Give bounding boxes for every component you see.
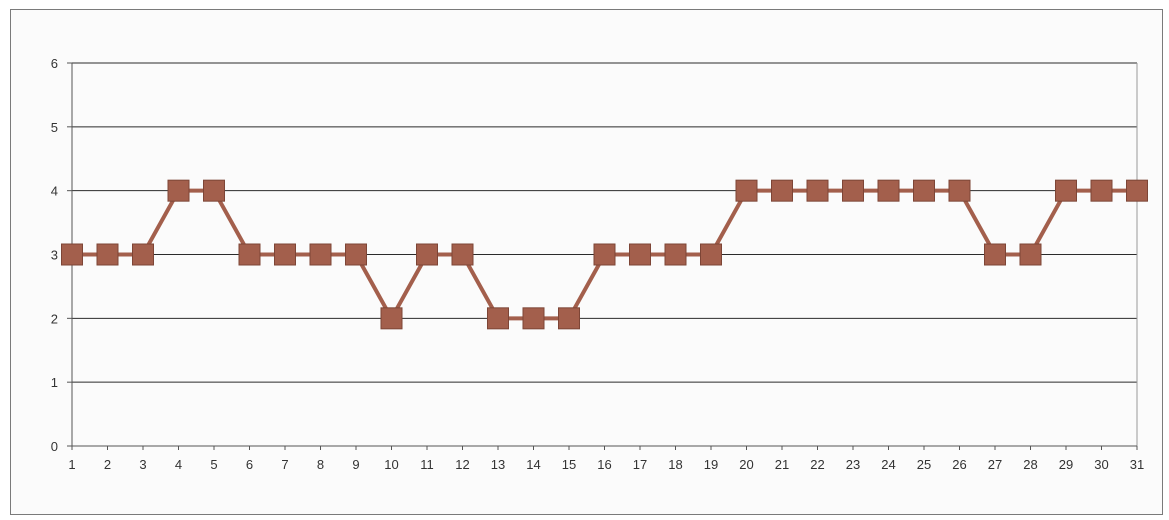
- y-tick-label: 3: [51, 248, 58, 263]
- x-tick-label: 5: [210, 457, 217, 472]
- data-point-marker: [558, 307, 580, 330]
- y-tick-label: 4: [51, 184, 58, 199]
- data-point-marker: [948, 179, 971, 202]
- x-tick-label: 6: [246, 457, 253, 472]
- y-tick-labels: 0 1 2 3 4 5 6: [51, 56, 58, 454]
- y-tick-label: 6: [51, 56, 58, 71]
- x-tick-label: 4: [175, 457, 182, 472]
- data-point-marker: [629, 243, 651, 266]
- x-tick-label: 16: [597, 457, 611, 472]
- axes: [67, 62, 1138, 450]
- data-point-marker: [416, 243, 438, 266]
- x-tick-label: 28: [1023, 457, 1037, 472]
- data-point-marker: [735, 179, 758, 202]
- x-tick-label: 19: [704, 457, 718, 472]
- data-point-marker: [593, 243, 616, 266]
- data-point-marker: [451, 243, 474, 266]
- x-tick-label: 24: [881, 457, 895, 472]
- data-point-marker: [1126, 179, 1148, 202]
- x-tick-label: 18: [668, 457, 682, 472]
- y-tick-label: 5: [51, 120, 58, 135]
- x-tick-label: 22: [810, 457, 824, 472]
- x-tick-label: 27: [988, 457, 1002, 472]
- x-tick-label: 2: [104, 457, 111, 472]
- data-point-marker: [984, 243, 1006, 266]
- x-tick-label: 7: [281, 457, 288, 472]
- x-tick-label: 29: [1059, 457, 1073, 472]
- data-point-marker: [877, 179, 900, 202]
- data-point-marker: [309, 243, 332, 266]
- x-tick-label: 17: [633, 457, 647, 472]
- series-layer: [61, 179, 1148, 330]
- data-point-marker: [913, 179, 935, 202]
- x-tick-label: 14: [526, 457, 540, 472]
- data-point-marker: [806, 179, 829, 202]
- x-tick-label: 3: [139, 457, 146, 472]
- data-point-marker: [1019, 243, 1042, 266]
- data-point-marker: [700, 243, 722, 266]
- x-tick-label: 23: [846, 457, 860, 472]
- x-tick-label: 21: [775, 457, 789, 472]
- x-tick-label: 30: [1094, 457, 1108, 472]
- data-point-marker: [487, 307, 509, 330]
- data-point-marker: [203, 179, 225, 202]
- data-point-marker: [1055, 179, 1077, 202]
- x-tick-label: 1: [68, 457, 75, 472]
- y-tick-label: 1: [51, 375, 58, 390]
- data-point-marker: [96, 243, 119, 266]
- x-tick-label: 31: [1130, 457, 1144, 472]
- data-point-marker: [842, 179, 864, 202]
- data-point-marker: [664, 243, 687, 266]
- x-tick-label: 20: [739, 457, 753, 472]
- x-tick-label: 25: [917, 457, 931, 472]
- x-tick-label: 12: [455, 457, 469, 472]
- data-point-marker: [380, 307, 403, 330]
- x-tick-label: 26: [952, 457, 966, 472]
- x-tick-label: 10: [384, 457, 398, 472]
- data-point-marker: [238, 243, 261, 266]
- data-point-marker: [345, 243, 367, 266]
- x-tick-labels: 1 2 3 4 5 6 7 8 9 10 11 12 13 14 15 16 17 18 19 20 21 22 23 24 2…: [68, 457, 1144, 472]
- x-tick-label: 15: [562, 457, 576, 472]
- x-tick-label: 8: [317, 457, 324, 472]
- x-tick-label: 11: [420, 457, 434, 472]
- data-point-marker: [522, 307, 545, 330]
- data-point-marker: [132, 243, 154, 266]
- data-point-marker: [61, 243, 83, 266]
- y-tick-label: 0: [51, 439, 58, 454]
- data-point-marker: [167, 179, 190, 202]
- x-tick-label: 13: [491, 457, 505, 472]
- data-point-marker: [274, 243, 296, 266]
- x-tick-label: 9: [352, 457, 359, 472]
- data-point-marker: [1090, 179, 1113, 202]
- y-tick-label: 2: [51, 311, 58, 326]
- data-point-marker: [771, 179, 793, 202]
